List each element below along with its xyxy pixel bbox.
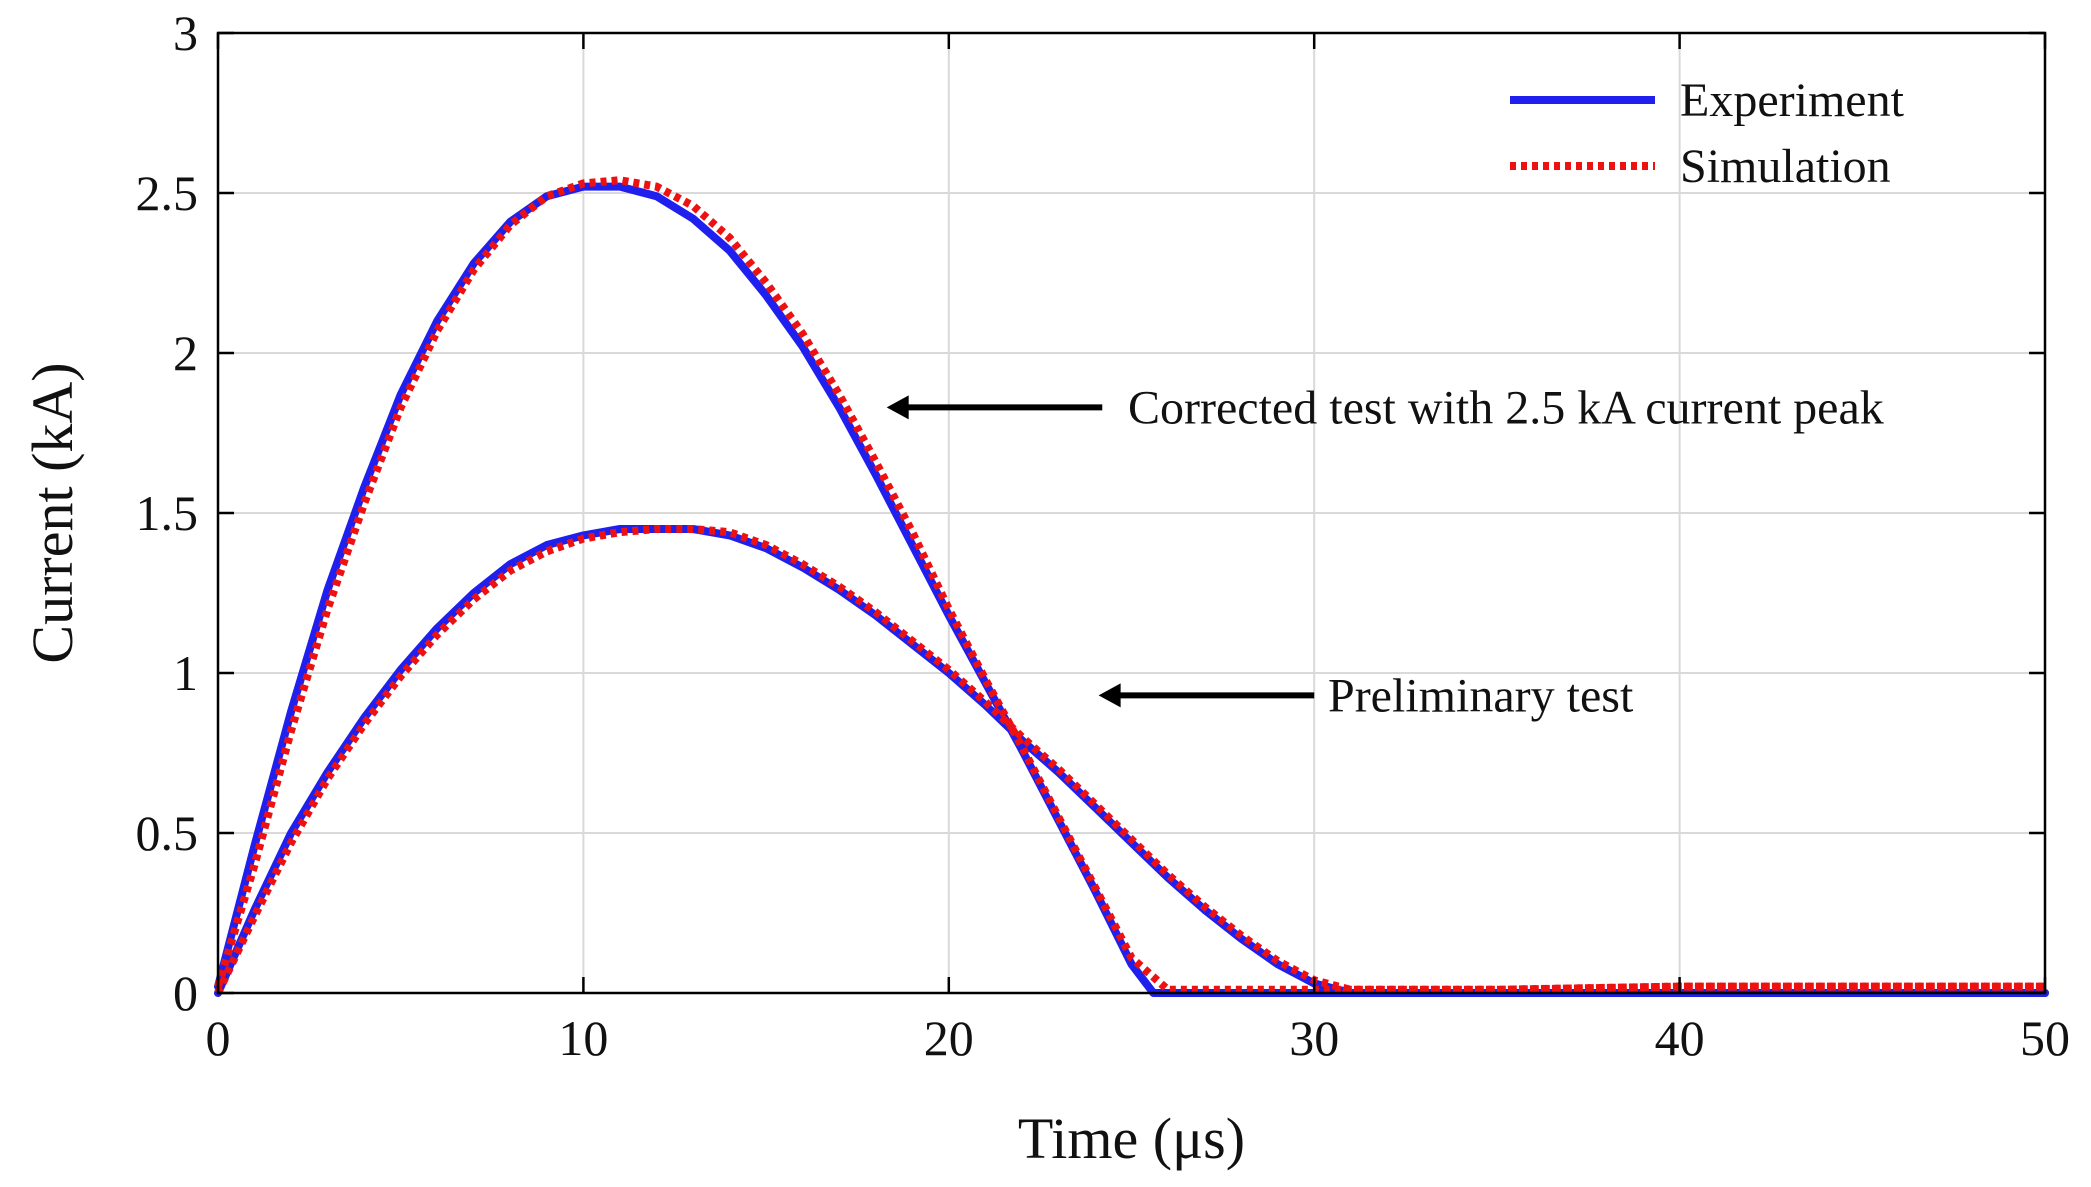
annotation-corrected-test: Corrected test with 2.5 kA current peak: [1128, 381, 1884, 434]
x-tick-label: 40: [1655, 1010, 1705, 1066]
legend: Experiment Simulation: [1510, 74, 1905, 193]
x-tick-label: 30: [1289, 1010, 1339, 1066]
axis-ticks: [216, 31, 2047, 995]
x-tick-label: 50: [2020, 1010, 2070, 1066]
x-tick-labels: 0 10 20 30 40 50: [206, 1010, 2071, 1066]
legend-label-simulation: Simulation: [1680, 140, 1891, 193]
y-tick-label: 2: [173, 325, 198, 381]
x-tick-label: 20: [924, 1010, 974, 1066]
annotation-arrowhead-preliminary: [1098, 683, 1121, 708]
y-tick-label: 0.5: [136, 805, 199, 861]
x-tick-label: 10: [558, 1010, 608, 1066]
y-tick-label: 3: [173, 5, 198, 61]
legend-label-experiment: Experiment: [1680, 74, 1905, 127]
y-tick-label: 1.5: [136, 485, 199, 541]
x-tick-label: 0: [206, 1010, 231, 1066]
y-tick-labels: 0 0.5 1 1.5 2 2.5 3: [136, 5, 199, 1021]
y-tick-label: 0: [173, 965, 198, 1021]
annotation-preliminary-test: Preliminary test: [1328, 669, 1634, 722]
y-tick-label: 1: [173, 645, 198, 701]
annotation-arrowhead-corrected: [886, 395, 909, 420]
series-line-simulation-corrected: [214, 176, 2045, 994]
annotations: Corrected test with 2.5 kA current peak …: [886, 381, 1884, 722]
series-line-simulation-preliminary: [214, 525, 2045, 995]
x-axis-title: Time (μs): [1018, 1106, 1245, 1171]
y-axis-title: Current (kA): [20, 362, 85, 663]
y-tick-label: 2.5: [136, 165, 199, 221]
